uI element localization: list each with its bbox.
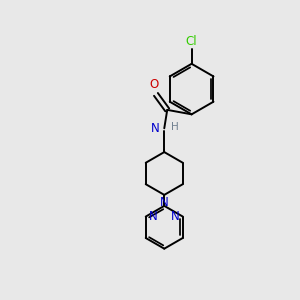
Text: Cl: Cl: [185, 35, 197, 48]
Text: N: N: [170, 210, 179, 223]
Text: O: O: [149, 78, 158, 92]
Text: H: H: [171, 122, 178, 131]
Text: N: N: [149, 210, 158, 223]
Text: N: N: [160, 196, 169, 209]
Text: N: N: [151, 122, 160, 135]
